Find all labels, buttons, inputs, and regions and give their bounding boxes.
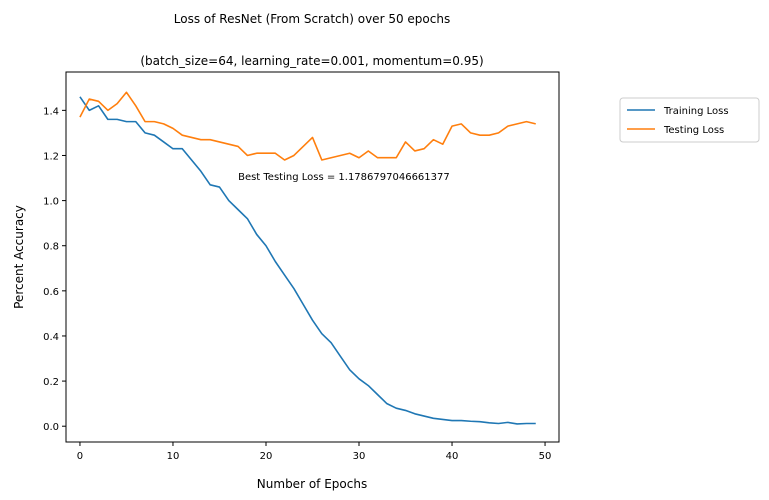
legend-label-testing-loss: Testing Loss xyxy=(663,125,724,136)
series-line-training-loss xyxy=(79,96,536,425)
chart-title: Loss of ResNet (From Scratch) over 50 ep… xyxy=(174,12,450,26)
x-tick-label: 10 xyxy=(167,451,180,462)
x-tick-label: 20 xyxy=(260,451,273,462)
x-tick-label: 30 xyxy=(353,451,366,462)
y-axis-ticks: 0.0 0.2 0.4 0.6 0.8 1.0 1.2 1.4 xyxy=(43,106,66,433)
y-tick-label: 1.0 xyxy=(43,197,59,208)
legend: Training Loss Testing Loss xyxy=(619,97,760,143)
x-axis-ticks: 0 10 20 30 40 50 xyxy=(77,442,552,462)
y-tick-label: 0.6 xyxy=(43,287,59,298)
y-tick-label: 0.0 xyxy=(43,422,59,433)
y-tick-label: 0.8 xyxy=(43,242,59,253)
x-tick-label: 40 xyxy=(446,451,459,462)
y-tick-label: 1.2 xyxy=(43,151,59,162)
series-line-testing-loss xyxy=(79,91,536,161)
x-axis-title: Number of Epochs xyxy=(257,477,367,491)
x-tick-label: 0 xyxy=(77,451,83,462)
chart-subtitle: (batch_size=64, learning_rate=0.001, mom… xyxy=(140,54,483,68)
best-testing-loss-annotation: Best Testing Loss = 1.1786797046661377 xyxy=(238,172,450,183)
x-tick-label: 50 xyxy=(539,451,552,462)
y-axis-title: Percent Accuracy xyxy=(12,205,26,309)
y-tick-label: 0.2 xyxy=(43,377,59,388)
y-tick-label: 1.4 xyxy=(43,106,59,117)
legend-label-training-loss: Training Loss xyxy=(663,106,729,117)
y-tick-label: 0.4 xyxy=(43,332,59,343)
series-layer xyxy=(79,91,536,425)
legend-box xyxy=(619,97,760,143)
